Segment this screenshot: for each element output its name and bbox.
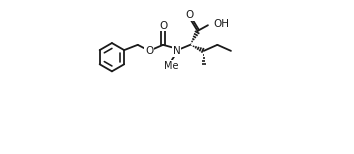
Text: Me: Me [164, 61, 178, 71]
Text: O: O [185, 10, 194, 20]
Text: O: O [159, 21, 167, 31]
Text: OH: OH [213, 19, 230, 29]
Text: O: O [145, 46, 154, 56]
Text: N: N [173, 46, 181, 56]
